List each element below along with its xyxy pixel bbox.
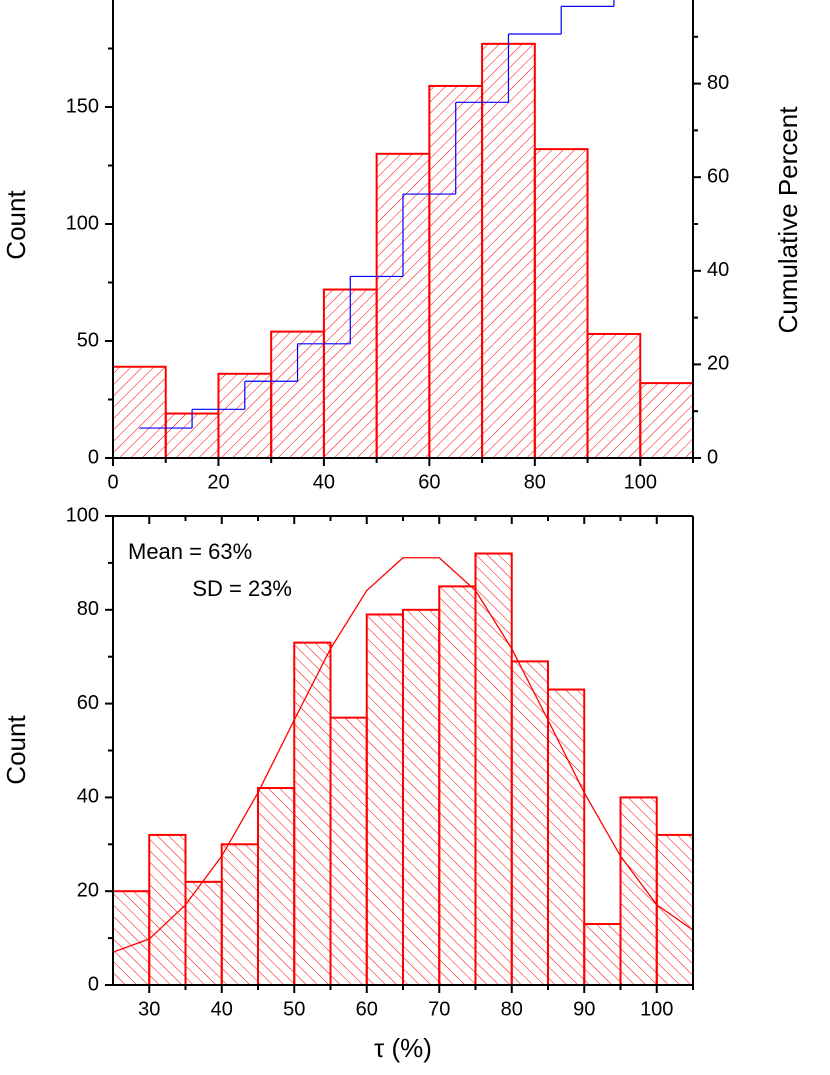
x-axis-title: τ (%) xyxy=(374,1033,432,1063)
x-tick-label: 40 xyxy=(211,998,233,1020)
x-tick-label: 60 xyxy=(356,998,378,1020)
bar xyxy=(481,42,536,459)
y-tick-label: 100 xyxy=(66,504,99,526)
annotation: SD = 23% xyxy=(192,576,292,601)
y2-tick-label: 60 xyxy=(707,165,729,187)
bar xyxy=(655,833,694,986)
bar xyxy=(329,716,368,986)
bar xyxy=(112,890,151,987)
x-tick-label: 100 xyxy=(640,998,673,1020)
y-axis-title: Count xyxy=(1,715,31,785)
y2-tick-label: 40 xyxy=(707,259,729,281)
x-tick-label: 40 xyxy=(313,471,335,493)
bar xyxy=(533,148,589,459)
bar xyxy=(586,332,642,460)
y-tick-label: 60 xyxy=(77,692,99,714)
y2-tick-label: 80 xyxy=(707,72,729,94)
y-tick-label: 0 xyxy=(88,973,99,995)
y-tick-label: 100 xyxy=(66,212,99,234)
x-tick-label: 50 xyxy=(283,998,305,1020)
bar xyxy=(402,608,441,986)
y-tick-label: 0 xyxy=(88,446,99,468)
x-tick-label: 90 xyxy=(573,998,595,1020)
bar xyxy=(365,613,404,986)
bar xyxy=(474,552,513,987)
bar xyxy=(547,688,586,987)
bar xyxy=(438,585,477,986)
y2-tick-label: 20 xyxy=(707,353,729,375)
y2-tick-label: 0 xyxy=(707,446,718,468)
x-tick-label: 30 xyxy=(138,998,160,1020)
bar xyxy=(639,382,694,459)
x-tick-label: 20 xyxy=(207,471,229,493)
y-tick-label: 40 xyxy=(77,786,99,808)
x-tick-label: 80 xyxy=(524,471,546,493)
annotation: Mean = 63% xyxy=(128,539,252,564)
bar xyxy=(112,365,167,459)
y-tick-label: 80 xyxy=(77,598,99,620)
x-tick-label: 80 xyxy=(501,998,523,1020)
bar xyxy=(583,923,622,987)
bar xyxy=(619,796,658,987)
x-tick-label: 0 xyxy=(107,471,118,493)
y-tick-label: 20 xyxy=(77,879,99,901)
y-tick-label: 150 xyxy=(66,95,99,117)
y2-axis-title: Cumulative Percent xyxy=(773,106,803,334)
x-tick-label: 60 xyxy=(418,471,440,493)
y-tick-label: 50 xyxy=(77,329,99,351)
x-tick-label: 100 xyxy=(624,471,657,493)
fit-curve xyxy=(112,557,694,953)
x-tick-label: 70 xyxy=(428,998,450,1020)
bar xyxy=(510,660,549,986)
y-axis-title: Count xyxy=(1,190,31,260)
bar xyxy=(293,641,332,986)
bar xyxy=(257,787,296,987)
bar xyxy=(220,843,259,986)
